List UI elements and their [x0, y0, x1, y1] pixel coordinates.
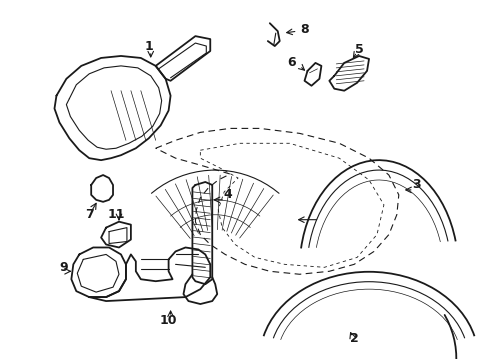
Text: 8: 8: [300, 23, 309, 36]
Text: 2: 2: [350, 332, 359, 345]
Text: 4: 4: [224, 188, 233, 201]
Text: 10: 10: [160, 314, 177, 327]
Text: 6: 6: [287, 57, 296, 69]
Text: 9: 9: [59, 261, 68, 274]
Text: 5: 5: [355, 42, 364, 55]
Text: 7: 7: [85, 208, 94, 221]
Text: 1: 1: [145, 40, 153, 53]
Text: 11: 11: [107, 208, 125, 221]
Text: 3: 3: [413, 179, 421, 192]
